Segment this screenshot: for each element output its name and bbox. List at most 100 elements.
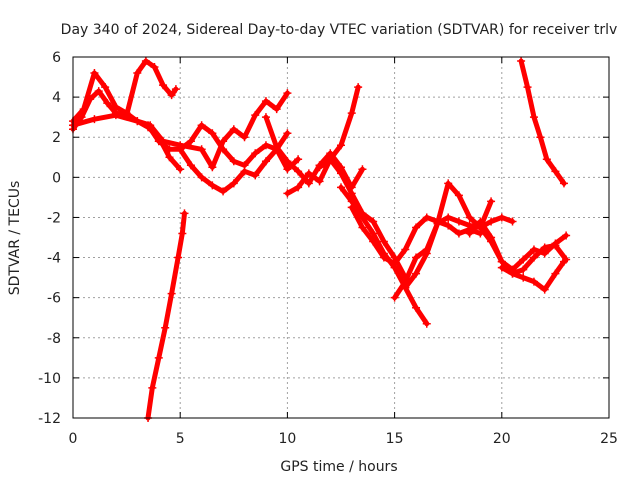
data-point bbox=[261, 157, 270, 166]
data-point bbox=[90, 69, 99, 78]
y-tick-label: -10 bbox=[38, 371, 61, 387]
data-point bbox=[412, 303, 421, 312]
data-point bbox=[272, 143, 281, 152]
data-point bbox=[304, 169, 313, 178]
data-point bbox=[562, 255, 571, 264]
x-tick-label: 5 bbox=[176, 431, 185, 447]
data-point bbox=[133, 117, 142, 126]
data-point bbox=[251, 149, 260, 158]
data-point bbox=[154, 353, 163, 362]
data-point bbox=[161, 323, 170, 332]
data-point bbox=[358, 223, 367, 232]
data-point bbox=[337, 141, 345, 150]
data-point bbox=[197, 145, 206, 154]
data-point bbox=[540, 243, 549, 252]
data-point bbox=[159, 81, 168, 90]
data-point bbox=[444, 221, 453, 230]
data-point bbox=[150, 63, 159, 72]
y-axis-label: SDTVAR / TECUs bbox=[7, 181, 23, 296]
data-point bbox=[529, 245, 538, 254]
data-point bbox=[90, 115, 99, 124]
series-layer bbox=[69, 57, 571, 422]
data-point bbox=[240, 167, 249, 176]
data-point bbox=[165, 145, 174, 154]
data-point bbox=[283, 157, 292, 166]
data-point bbox=[261, 113, 270, 122]
data-point bbox=[465, 229, 474, 238]
data-point bbox=[444, 179, 453, 188]
data-point bbox=[103, 99, 112, 108]
series-track-h bbox=[284, 84, 361, 196]
data-point bbox=[304, 179, 313, 188]
data-point bbox=[229, 179, 238, 188]
data-point bbox=[180, 209, 189, 218]
data-point bbox=[536, 133, 545, 142]
series-track-c bbox=[70, 90, 290, 170]
x-axis-label: GPS time / hours bbox=[280, 459, 397, 475]
data-point bbox=[219, 187, 228, 196]
data-point bbox=[487, 237, 496, 246]
data-point bbox=[433, 219, 442, 228]
data-point bbox=[165, 153, 174, 162]
data-point bbox=[412, 253, 421, 262]
data-point bbox=[529, 277, 538, 286]
plot-frame bbox=[72, 56, 610, 419]
data-point bbox=[197, 121, 206, 130]
data-point bbox=[551, 241, 560, 250]
data-point bbox=[315, 177, 324, 186]
data-point bbox=[379, 253, 388, 262]
data-point bbox=[390, 293, 399, 302]
series-track-q bbox=[518, 58, 567, 186]
data-point bbox=[454, 229, 463, 238]
data-point bbox=[167, 289, 176, 298]
data-point bbox=[517, 57, 526, 66]
data-point bbox=[294, 155, 303, 164]
data-point bbox=[208, 129, 217, 138]
data-point bbox=[401, 283, 410, 292]
data-point bbox=[422, 249, 431, 258]
y-tick-label: 0 bbox=[52, 170, 61, 186]
grid-layer bbox=[73, 57, 609, 418]
data-point bbox=[101, 83, 110, 92]
data-point bbox=[347, 203, 356, 212]
data-point bbox=[337, 169, 345, 178]
data-point bbox=[369, 217, 378, 226]
data-point bbox=[454, 191, 463, 200]
data-point bbox=[251, 171, 260, 180]
data-point bbox=[77, 113, 86, 122]
data-point bbox=[326, 155, 335, 164]
data-point bbox=[283, 89, 292, 98]
data-point bbox=[347, 109, 356, 118]
data-point bbox=[240, 133, 249, 142]
series-track-m bbox=[402, 180, 494, 291]
data-point bbox=[369, 229, 378, 238]
data-point bbox=[487, 197, 496, 206]
data-point bbox=[283, 129, 292, 138]
y-tick-label: 6 bbox=[52, 50, 61, 66]
data-point bbox=[283, 165, 292, 174]
data-point bbox=[111, 111, 120, 120]
data-point bbox=[465, 221, 474, 230]
data-point bbox=[208, 181, 217, 190]
data-point bbox=[208, 163, 217, 172]
y-tick-label: 2 bbox=[52, 130, 61, 146]
data-point bbox=[497, 263, 506, 272]
data-point bbox=[551, 269, 560, 278]
data-point bbox=[197, 173, 206, 182]
data-point bbox=[171, 85, 180, 94]
data-point bbox=[178, 229, 187, 238]
chart-title: Day 340 of 2024, Sidereal Day-to-day VTE… bbox=[61, 22, 618, 38]
y-tick-label: -8 bbox=[47, 331, 61, 347]
data-point bbox=[412, 269, 421, 278]
data-point bbox=[167, 91, 176, 100]
y-tick-label: -4 bbox=[47, 251, 61, 267]
data-point bbox=[508, 269, 517, 278]
data-point bbox=[186, 161, 195, 170]
data-point bbox=[176, 165, 185, 174]
data-point bbox=[519, 255, 528, 264]
data-point bbox=[347, 189, 356, 198]
x-tick-label: 15 bbox=[386, 431, 404, 447]
data-point bbox=[174, 253, 183, 262]
